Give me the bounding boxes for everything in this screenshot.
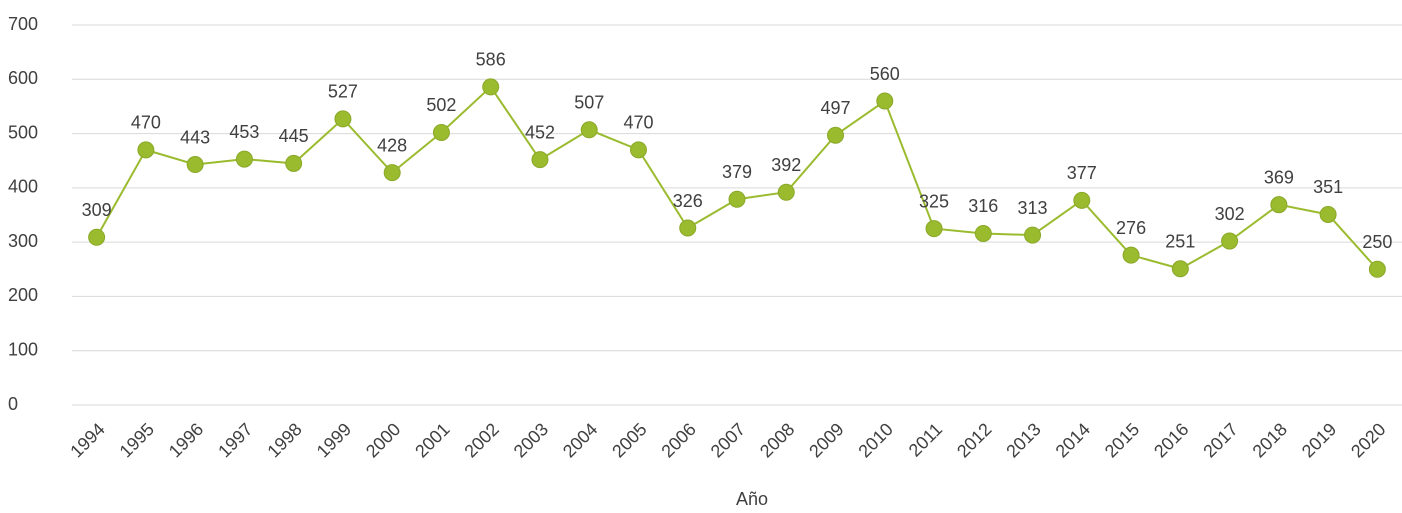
y-tick-label: 100	[8, 339, 38, 359]
y-tick-label: 200	[8, 285, 38, 305]
data-label: 276	[1116, 218, 1146, 238]
y-tick-label: 700	[8, 14, 38, 34]
x-tick-label: 2005	[608, 419, 650, 461]
data-point	[138, 142, 154, 158]
data-label: 309	[82, 200, 112, 220]
data-label: 452	[525, 122, 555, 142]
data-label: 586	[476, 50, 506, 70]
data-point	[926, 221, 942, 237]
x-tick-label: 2011	[905, 419, 947, 461]
x-tick-label: 2003	[510, 419, 552, 461]
data-point	[1369, 261, 1385, 277]
chart: Año 010020030040050060070019941995199619…	[0, 0, 1402, 513]
x-tick-label: 2009	[805, 419, 847, 461]
data-label: 507	[574, 93, 604, 113]
data-label: 497	[820, 98, 850, 118]
data-point	[1123, 247, 1139, 263]
x-tick-label: 2007	[707, 419, 749, 461]
y-tick-label: 300	[8, 231, 38, 251]
data-point	[1074, 192, 1090, 208]
x-tick-label: 2010	[855, 419, 897, 461]
x-tick-label: 2002	[460, 419, 502, 461]
data-label: 527	[328, 82, 358, 102]
data-point	[1320, 206, 1336, 222]
data-label: 428	[377, 135, 407, 155]
data-label: 251	[1165, 231, 1195, 251]
data-point	[630, 142, 646, 158]
x-tick-label: 2018	[1249, 419, 1291, 461]
x-tick-label: 2016	[1150, 419, 1192, 461]
data-point	[877, 93, 893, 109]
data-point	[89, 229, 105, 245]
x-tick-label: 2006	[657, 419, 699, 461]
x-tick-label: 2001	[411, 419, 453, 461]
data-label: 443	[180, 127, 210, 147]
data-point	[778, 184, 794, 200]
data-point	[433, 124, 449, 140]
data-label: 392	[771, 155, 801, 175]
data-point	[1172, 261, 1188, 277]
data-point	[335, 111, 351, 127]
data-point	[384, 165, 400, 181]
data-label: 445	[279, 126, 309, 146]
data-point	[286, 155, 302, 171]
x-tick-label: 1997	[214, 419, 256, 461]
data-point	[483, 79, 499, 95]
x-tick-label: 1999	[313, 419, 355, 461]
data-label: 316	[968, 196, 998, 216]
x-tick-label: 2013	[1002, 419, 1044, 461]
x-axis-label: Año	[736, 489, 768, 509]
data-point	[1222, 233, 1238, 249]
x-tick-label: 2012	[953, 419, 995, 461]
x-tick-label: 1995	[116, 419, 158, 461]
x-tick-label: 2008	[756, 419, 798, 461]
data-point	[828, 127, 844, 143]
data-point	[532, 152, 548, 168]
x-tick-label: 1998	[263, 419, 305, 461]
data-label: 302	[1215, 204, 1245, 224]
x-tick-label: 2019	[1298, 419, 1340, 461]
x-tick-label: 2020	[1347, 419, 1389, 461]
data-point	[187, 157, 203, 173]
x-tick-label: 2000	[362, 419, 404, 461]
x-tick-label: 2004	[559, 419, 601, 461]
x-tick-label: 1996	[165, 419, 207, 461]
data-label: 470	[623, 113, 653, 133]
data-label: 369	[1264, 167, 1294, 187]
data-label: 502	[426, 95, 456, 115]
data-label: 313	[1018, 198, 1048, 218]
data-label: 351	[1313, 177, 1343, 197]
data-point	[975, 225, 991, 241]
data-label: 326	[673, 191, 703, 211]
y-tick-label: 400	[8, 177, 38, 197]
y-tick-label: 0	[8, 394, 18, 414]
data-label: 379	[722, 162, 752, 182]
y-tick-label: 600	[8, 68, 38, 88]
data-point	[581, 122, 597, 138]
data-label: 470	[131, 113, 161, 133]
data-point	[729, 191, 745, 207]
data-point	[1025, 227, 1041, 243]
data-label: 325	[919, 191, 949, 211]
x-tick-label: 1994	[66, 419, 108, 461]
y-tick-label: 500	[8, 122, 38, 142]
data-label: 560	[870, 64, 900, 84]
data-point	[236, 151, 252, 167]
data-label: 377	[1067, 163, 1097, 183]
data-label: 453	[229, 122, 259, 142]
x-tick-label: 2014	[1052, 419, 1094, 461]
x-tick-label: 2017	[1199, 419, 1241, 461]
x-tick-label: 2015	[1101, 419, 1143, 461]
data-point	[1271, 197, 1287, 213]
data-point	[680, 220, 696, 236]
data-label: 250	[1362, 232, 1392, 252]
